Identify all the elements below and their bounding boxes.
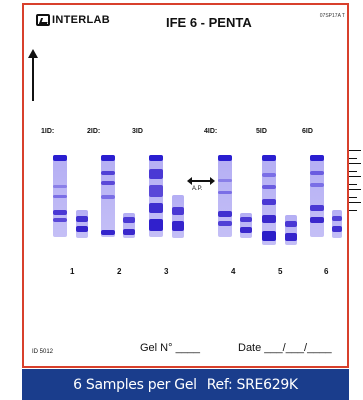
band bbox=[76, 216, 88, 222]
band bbox=[310, 183, 324, 187]
band bbox=[218, 179, 232, 182]
band bbox=[53, 210, 67, 215]
band bbox=[310, 171, 324, 175]
lane-number-4: 4 bbox=[231, 267, 236, 276]
lane-number-5: 5 bbox=[278, 267, 283, 276]
band bbox=[332, 226, 342, 232]
band bbox=[149, 203, 163, 213]
band bbox=[218, 211, 232, 217]
band bbox=[53, 185, 67, 188]
brand-logo-icon bbox=[36, 14, 50, 26]
lane-1-elp bbox=[53, 155, 67, 237]
band bbox=[149, 185, 163, 197]
lane-3-elp bbox=[149, 155, 163, 237]
side-scale-marks bbox=[349, 150, 361, 215]
band bbox=[101, 181, 115, 185]
lane-2-ife bbox=[123, 213, 135, 238]
band bbox=[310, 205, 324, 211]
band bbox=[262, 185, 276, 189]
band bbox=[285, 221, 297, 227]
band bbox=[53, 195, 67, 198]
lane-5-elp bbox=[262, 155, 276, 245]
lane-3-ife bbox=[172, 195, 184, 238]
band bbox=[285, 233, 297, 241]
band bbox=[240, 217, 252, 222]
band bbox=[53, 155, 67, 161]
lane-number-3: 3 bbox=[164, 267, 169, 276]
id-label-2: 2ID: bbox=[87, 128, 101, 135]
band bbox=[262, 173, 276, 177]
reference-text: Ref: SRE629K bbox=[206, 376, 298, 393]
gel-number-field: Gel N° ____ bbox=[140, 342, 201, 354]
band bbox=[262, 155, 276, 161]
band bbox=[101, 230, 115, 235]
lane-number-6: 6 bbox=[324, 267, 329, 276]
band bbox=[149, 169, 163, 179]
band bbox=[149, 219, 163, 231]
lane-4-ife bbox=[240, 213, 252, 238]
band bbox=[218, 221, 232, 226]
brand-name: INTERLAB bbox=[52, 14, 111, 26]
band bbox=[123, 229, 135, 235]
ref-code: 07SP17A T bbox=[319, 13, 345, 19]
band bbox=[218, 191, 232, 194]
page-title: IFE 6 - PENTA bbox=[166, 15, 252, 30]
band bbox=[101, 195, 115, 199]
band bbox=[240, 227, 252, 233]
ap-double-arrow-icon bbox=[187, 177, 215, 185]
band bbox=[310, 217, 324, 223]
lane-6-elp bbox=[310, 155, 324, 237]
lane-number-2: 2 bbox=[117, 267, 122, 276]
brand-logo: INTERLAB bbox=[36, 14, 110, 26]
band bbox=[262, 215, 276, 223]
id-label-6: 6ID bbox=[302, 128, 313, 135]
ap-label: A.P. bbox=[192, 186, 203, 192]
gel-sheet: INTERLAB IFE 6 - PENTA 07SP17A T 1ID: 2I… bbox=[22, 3, 349, 368]
band bbox=[149, 155, 163, 161]
migration-arrow-icon bbox=[28, 49, 38, 101]
band bbox=[101, 155, 115, 161]
band bbox=[332, 216, 342, 221]
band bbox=[101, 171, 115, 175]
date-field: Date ___/___/____ bbox=[238, 342, 332, 354]
id-label-5: 5ID bbox=[256, 128, 267, 135]
lane-2-elp bbox=[101, 155, 115, 237]
lane-5-ife bbox=[285, 215, 297, 245]
samples-per-gel-text: 6 Samples per Gel bbox=[73, 376, 197, 393]
band bbox=[172, 221, 184, 231]
lane-4-elp bbox=[218, 155, 232, 237]
lane-6-ife bbox=[332, 210, 342, 238]
band bbox=[172, 207, 184, 215]
band bbox=[123, 217, 135, 223]
band bbox=[76, 226, 88, 232]
lane-1-ife bbox=[76, 210, 88, 238]
band bbox=[53, 218, 67, 222]
sheet-id-number: ID 5012 bbox=[32, 349, 54, 355]
band bbox=[310, 155, 324, 161]
band bbox=[262, 199, 276, 205]
id-label-3: 3ID bbox=[132, 128, 143, 135]
id-label-4: 4ID: bbox=[204, 128, 218, 135]
band bbox=[218, 155, 232, 161]
info-banner: 6 Samples per Gel Ref: SRE629K bbox=[22, 369, 349, 400]
band bbox=[262, 231, 276, 241]
id-label-1: 1ID: bbox=[41, 128, 55, 135]
lane-number-1: 1 bbox=[70, 267, 75, 276]
